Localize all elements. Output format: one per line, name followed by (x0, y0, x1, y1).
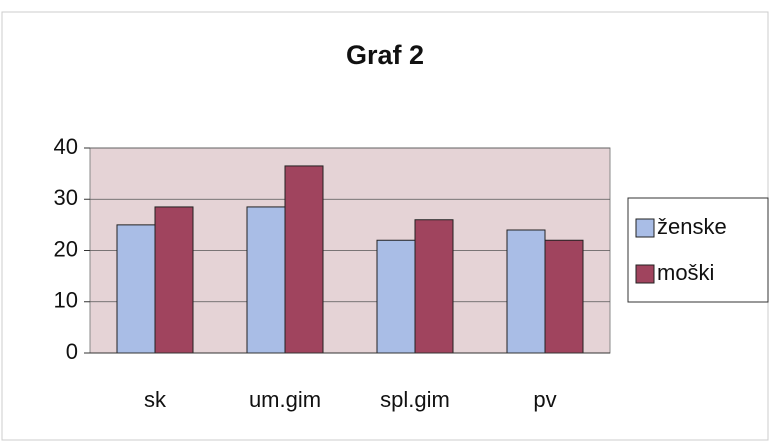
legend-label: moški (657, 260, 714, 285)
bar (284, 165, 324, 354)
y-tick-label: 40 (54, 134, 78, 159)
x-tick-label: um.gim (249, 387, 321, 412)
y-tick-label: 0 (66, 339, 78, 364)
bar (506, 229, 546, 354)
x-tick-label: spl.gim (380, 387, 450, 412)
legend-swatch (635, 264, 655, 284)
bar (376, 239, 416, 354)
y-tick-label: 20 (54, 236, 78, 261)
bar (544, 239, 584, 354)
legend-label: ženske (657, 214, 727, 239)
bar (246, 206, 286, 354)
legend-box (627, 197, 769, 303)
legend-swatch (635, 218, 655, 238)
bar (116, 224, 156, 354)
chart-title: Graf 2 (346, 40, 424, 70)
bar (154, 206, 194, 354)
y-tick-label: 30 (54, 185, 78, 210)
x-tick-label: sk (144, 387, 167, 412)
x-tick-label: pv (533, 387, 556, 412)
bar (414, 219, 454, 354)
y-tick-label: 10 (54, 288, 78, 313)
